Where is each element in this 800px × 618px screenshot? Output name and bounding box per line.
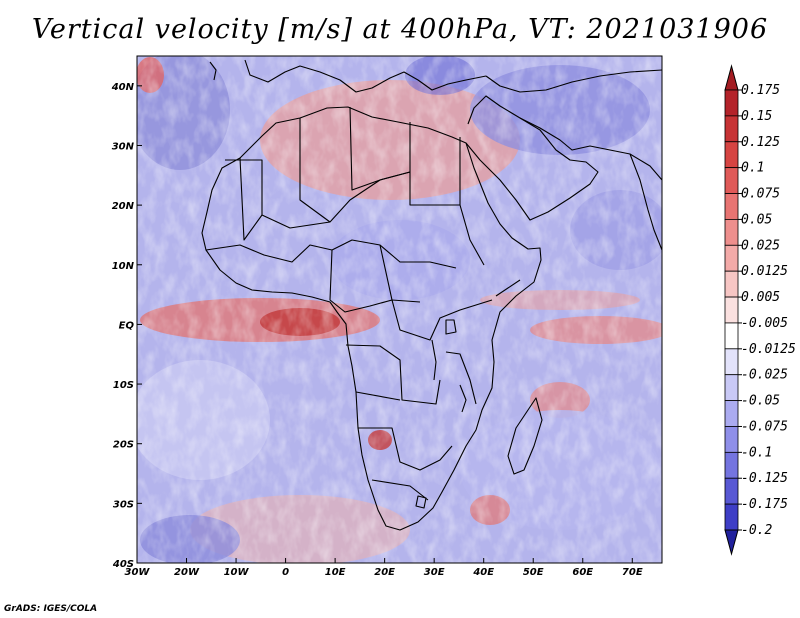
lat-tick-label: 30S (113, 499, 134, 510)
colorbar-label: -0.025 (741, 368, 788, 383)
lon-tick-label: 30W (125, 567, 151, 578)
colorbar-label: -0.175 (741, 497, 788, 512)
colorbar-segment (724, 296, 739, 324)
colorbar-label: 0.075 (741, 187, 780, 202)
lat-tick-label: 20N (112, 201, 135, 212)
lon-tick-label: 40E (472, 567, 494, 578)
colorbar-segment (724, 193, 739, 220)
colorbar-segment (724, 89, 739, 117)
colorbar: 0.175 0.15 0.125 0.1 0.075 0.05 0.025 0.0125 0.0… (724, 64, 796, 556)
colorbar-segment (724, 477, 739, 505)
coastlines-and-borders (201, 59, 662, 531)
lon-tick-label: 10W (224, 567, 250, 578)
lon-tick-label: 70E (622, 567, 643, 578)
latitude-axis: 40N 30N 20N 10N EQ 10S 20S 30S 40S (111, 82, 142, 570)
grads-credit: GrADS: IGES/COLA (4, 604, 98, 614)
colorbar-segment (724, 348, 739, 376)
colorbar-segment (724, 374, 739, 401)
colorbar-label: -0.125 (741, 471, 788, 486)
longitude-axis: 30W 20W 10W 0 10E 20E 30E 40E 50E 60E 70E (125, 558, 643, 578)
colorbar-segment (724, 219, 739, 246)
colorbar-segment (724, 400, 739, 427)
field-texture (137, 56, 662, 563)
lon-tick-label: 10E (325, 567, 346, 578)
lat-tick-label: 40S (112, 559, 134, 570)
colorbar-label: 0.125 (741, 135, 780, 150)
colorbar-label: -0.005 (741, 316, 788, 331)
lon-tick-label: 60E (572, 567, 593, 578)
map-title: Vertical velocity [m/s] at 400hPa, VT: 2… (31, 14, 769, 45)
lon-tick-label: 50E (523, 567, 544, 578)
lat-tick-label: 10N (112, 261, 135, 272)
colorbar-bottom-arrow (724, 529, 739, 556)
lon-tick-label: 0 (282, 567, 289, 578)
colorbar-segment (724, 244, 739, 272)
lon-tick-label: 20W (174, 567, 200, 578)
colorbar-label: 0.025 (741, 238, 780, 253)
colorbar-segment (724, 141, 739, 169)
colorbar-segment (724, 115, 739, 143)
lat-tick-label: 40N (111, 82, 135, 93)
colorbar-label: 0.15 (741, 109, 772, 124)
colorbar-label: -0.075 (741, 419, 788, 434)
colorbar-label: 0.175 (741, 83, 780, 98)
colorbar-label: 0.0125 (741, 264, 788, 279)
colorbar-label: 0.05 (741, 212, 772, 227)
colorbar-segment (724, 451, 739, 479)
lon-tick-label: 20E (374, 567, 395, 578)
colorbar-label: 0.005 (741, 290, 780, 305)
colorbar-segment (724, 322, 739, 350)
colorbar-label: -0.0125 (741, 342, 796, 357)
map-panel (137, 56, 662, 563)
map-frame (136, 55, 663, 564)
lat-tick-label: 30N (112, 141, 135, 152)
colorbar-label: 0.1 (741, 161, 764, 176)
colorbar-segment (724, 270, 739, 298)
lat-tick-label: EQ (119, 320, 135, 331)
colorbar-segment (724, 503, 739, 531)
colorbar-label: -0.05 (741, 394, 780, 409)
colorbar-label: -0.1 (741, 445, 772, 460)
lat-tick-label: 20S (113, 440, 134, 451)
colorbar-label: -0.2 (741, 523, 772, 538)
lon-tick-label: 30E (424, 567, 445, 578)
colorbar-top-arrow (724, 64, 739, 91)
colorbar-segment (724, 426, 739, 453)
lat-tick-label: 10S (113, 380, 134, 391)
colorbar-segment (724, 167, 739, 194)
